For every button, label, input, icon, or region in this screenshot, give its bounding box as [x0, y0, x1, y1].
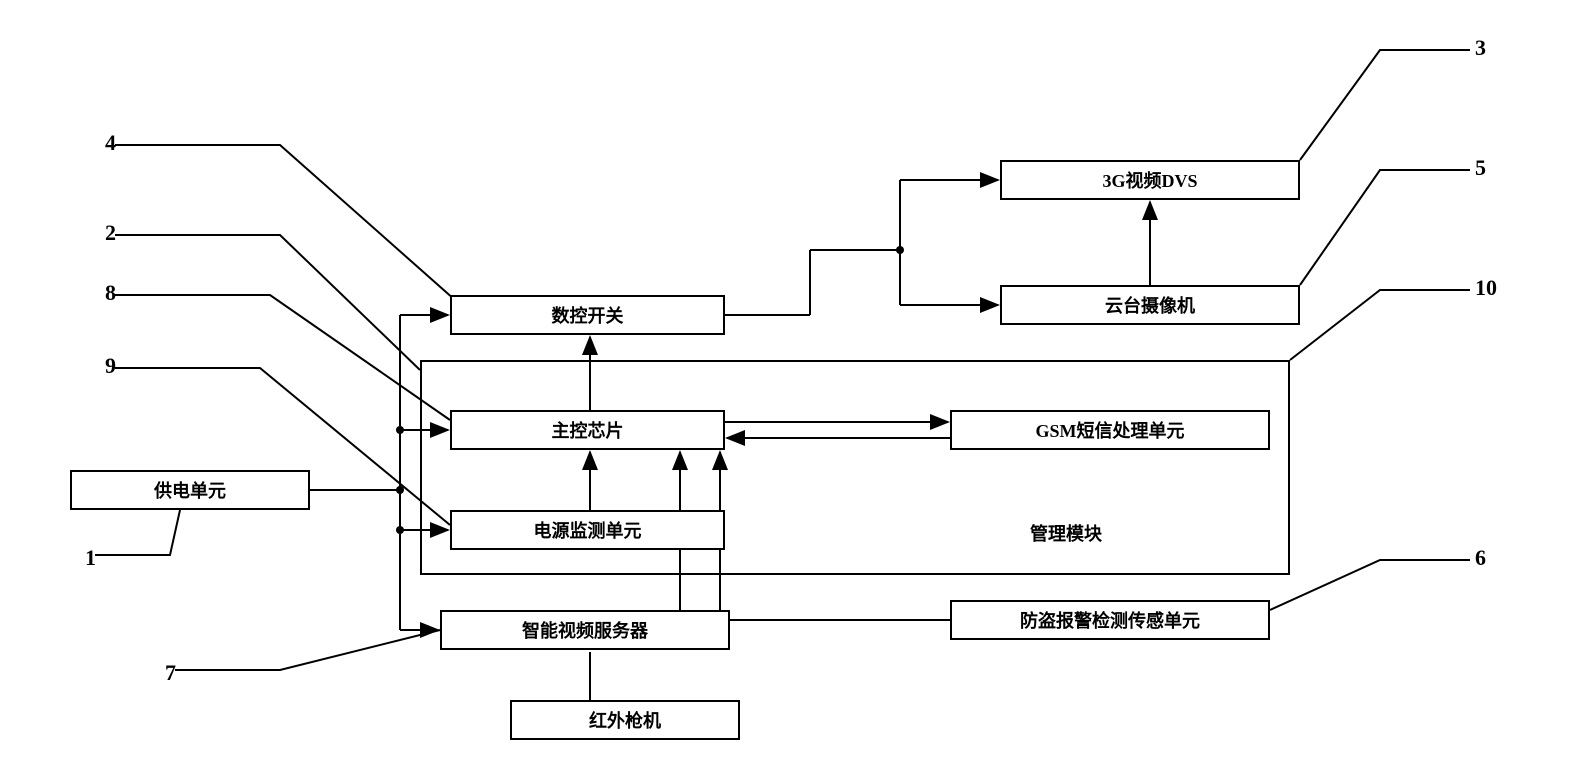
callout-3: 3: [1475, 35, 1486, 61]
callout-1: 1: [85, 545, 96, 571]
ptz-label: 云台摄像机: [1105, 292, 1195, 318]
callout-5: 5: [1475, 155, 1486, 181]
mainchip-box: 主控芯片: [450, 410, 725, 450]
sensor-box: 防盗报警检测传感单元: [950, 600, 1270, 640]
powermon-box: 电源监测单元: [450, 510, 725, 550]
switch-label: 数控开关: [552, 302, 624, 328]
management-label: 管理模块: [1030, 520, 1102, 546]
switch-box: 数控开关: [450, 295, 725, 335]
callout-10: 10: [1475, 275, 1497, 301]
callout-9: 9: [105, 353, 116, 379]
callout-6: 6: [1475, 545, 1486, 571]
callout-8: 8: [105, 280, 116, 306]
power-label: 供电单元: [154, 477, 226, 503]
infrared-box: 红外枪机: [510, 700, 740, 740]
sensor-label: 防盗报警检测传感单元: [1020, 607, 1200, 633]
infrared-label: 红外枪机: [589, 707, 661, 733]
callout-7: 7: [165, 660, 176, 686]
videoserver-box: 智能视频服务器: [440, 610, 730, 650]
videoserver-label: 智能视频服务器: [522, 617, 648, 643]
gsm-box: GSM短信处理单元: [950, 410, 1270, 450]
callout-2: 2: [105, 220, 116, 246]
powermon-label: 电源监测单元: [534, 517, 642, 543]
callout-4: 4: [105, 130, 116, 156]
mainchip-label: 主控芯片: [552, 417, 624, 443]
gsm-label: GSM短信处理单元: [1035, 417, 1184, 443]
dvs-box: 3G视频DVS: [1000, 160, 1300, 200]
ptz-box: 云台摄像机: [1000, 285, 1300, 325]
dvs-label: 3G视频DVS: [1102, 167, 1197, 193]
power-box: 供电单元: [70, 470, 310, 510]
